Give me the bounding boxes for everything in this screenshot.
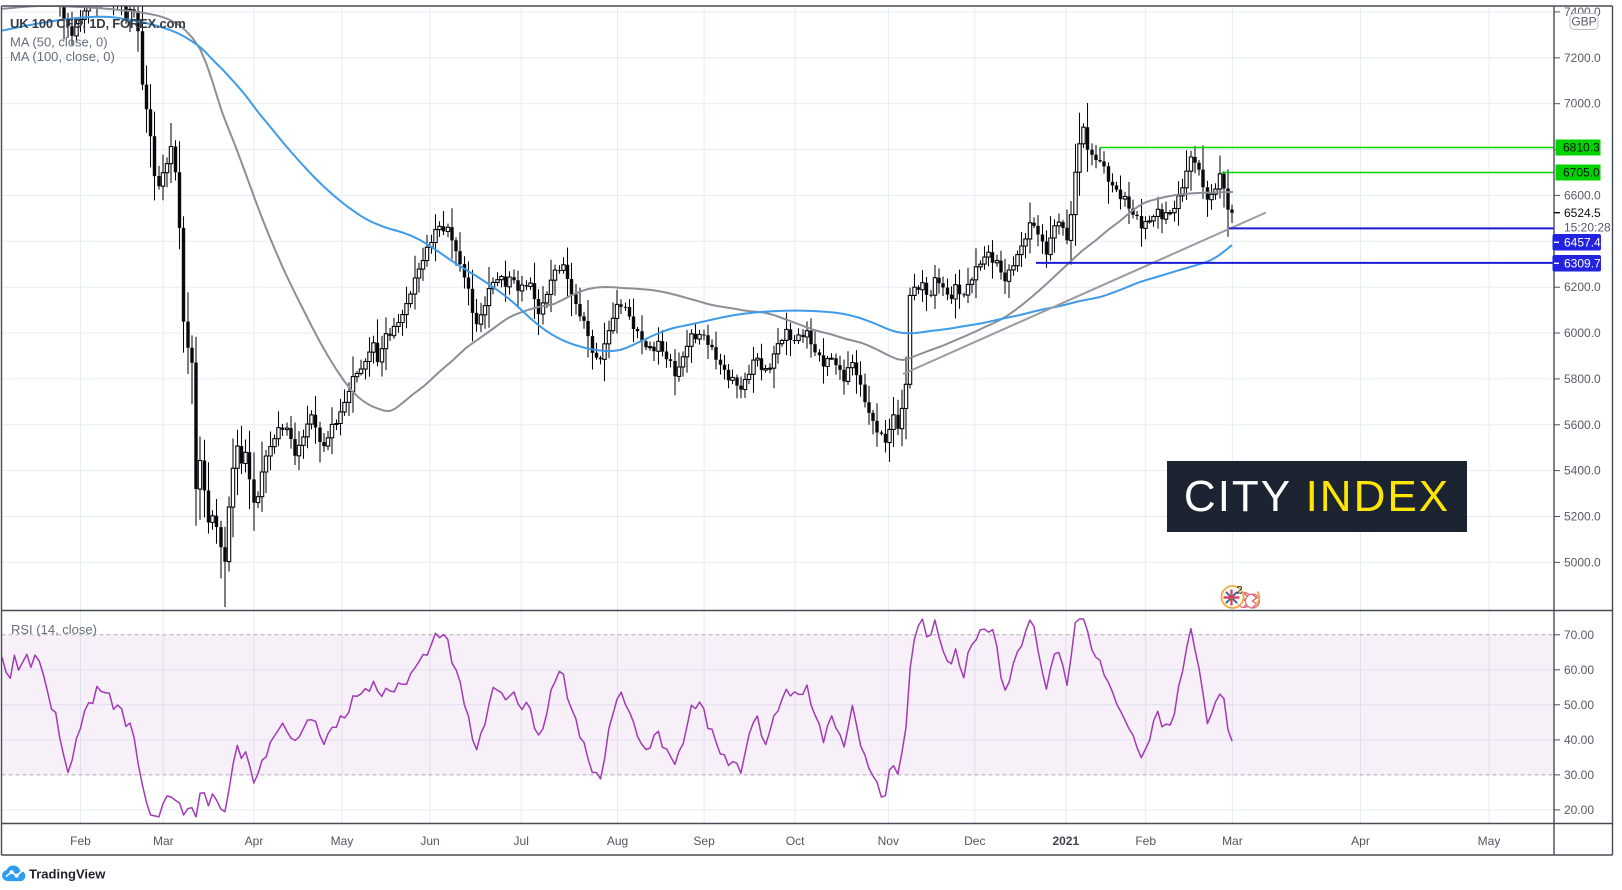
- svg-text:Apr: Apr: [1351, 834, 1370, 848]
- svg-text:5600.0: 5600.0: [1564, 418, 1601, 432]
- svg-text:Oct: Oct: [786, 834, 805, 848]
- svg-text:6705.0: 6705.0: [1563, 166, 1600, 180]
- svg-text:6524.5: 6524.5: [1564, 206, 1601, 220]
- svg-text:15:20:28: 15:20:28: [1564, 221, 1611, 235]
- svg-text:TradingView: TradingView: [29, 867, 106, 882]
- svg-text:Feb: Feb: [70, 834, 91, 848]
- svg-text:Aug: Aug: [607, 834, 628, 848]
- svg-text:5400.0: 5400.0: [1564, 464, 1601, 478]
- svg-text:GBP: GBP: [1571, 15, 1596, 29]
- svg-text:5200.0: 5200.0: [1564, 510, 1601, 524]
- svg-text:May: May: [331, 834, 354, 848]
- svg-text:6200.0: 6200.0: [1564, 280, 1601, 294]
- svg-text:CITY INDEX: CITY INDEX: [1184, 472, 1450, 521]
- svg-text:60.00: 60.00: [1564, 663, 1594, 677]
- svg-text:7200.0: 7200.0: [1564, 51, 1601, 65]
- svg-text:Jul: Jul: [514, 834, 529, 848]
- svg-text:30.00: 30.00: [1564, 768, 1594, 782]
- svg-text:7000.0: 7000.0: [1564, 97, 1601, 111]
- svg-text:Nov: Nov: [878, 834, 899, 848]
- svg-text:20.00: 20.00: [1564, 803, 1594, 817]
- svg-text:MA (50, close, 0): MA (50, close, 0): [10, 35, 108, 50]
- svg-text:6457.4: 6457.4: [1564, 236, 1601, 250]
- svg-text:May: May: [1478, 834, 1501, 848]
- svg-text:2: 2: [1237, 585, 1243, 597]
- svg-text:UK 100 CFD, 1D, FOREX.com: UK 100 CFD, 1D, FOREX.com: [10, 16, 186, 31]
- svg-text:Mar: Mar: [1222, 834, 1243, 848]
- svg-text:MA (100, close, 0): MA (100, close, 0): [10, 49, 115, 64]
- svg-text:6600.0: 6600.0: [1564, 188, 1601, 202]
- svg-text:Dec: Dec: [964, 834, 985, 848]
- svg-text:Sep: Sep: [693, 834, 715, 848]
- svg-text:6810.3: 6810.3: [1563, 141, 1600, 155]
- svg-text:70.00: 70.00: [1564, 628, 1594, 642]
- svg-text:6309.7: 6309.7: [1564, 257, 1601, 271]
- svg-text:RSI (14, close): RSI (14, close): [11, 622, 97, 637]
- svg-text:Apr: Apr: [245, 834, 264, 848]
- svg-text:6000.0: 6000.0: [1564, 326, 1601, 340]
- svg-text:50.00: 50.00: [1564, 698, 1594, 712]
- svg-text:5000.0: 5000.0: [1564, 555, 1601, 569]
- svg-text:2021: 2021: [1052, 834, 1079, 848]
- svg-text:Mar: Mar: [153, 834, 174, 848]
- svg-text:Jun: Jun: [420, 834, 439, 848]
- svg-text:Feb: Feb: [1135, 834, 1156, 848]
- svg-text:40.00: 40.00: [1564, 733, 1594, 747]
- svg-text:5800.0: 5800.0: [1564, 372, 1601, 386]
